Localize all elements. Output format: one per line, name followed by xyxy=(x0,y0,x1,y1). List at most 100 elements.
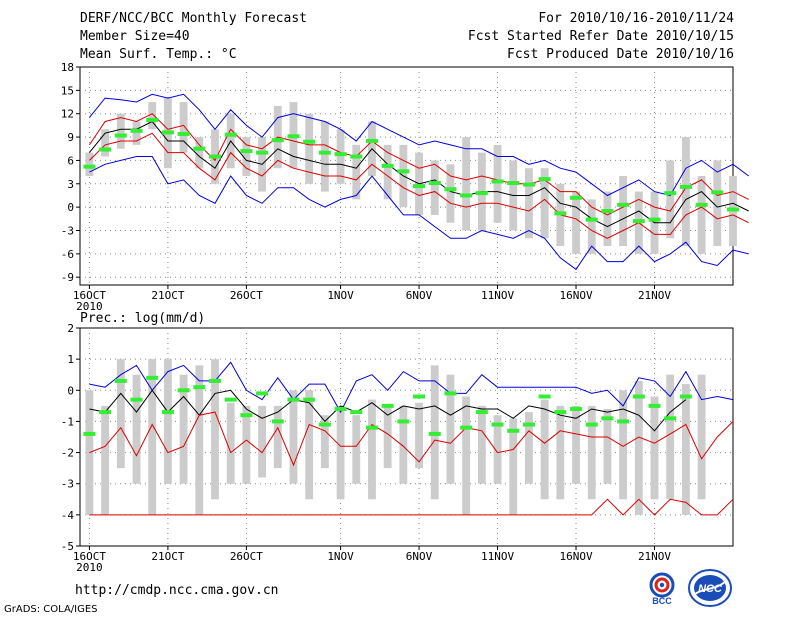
observed-marker xyxy=(193,385,206,390)
observed-marker xyxy=(570,195,583,200)
ensemble-box xyxy=(179,102,188,153)
series-min-line xyxy=(89,156,749,271)
y-tick-label: 15 xyxy=(61,84,74,97)
observed-marker xyxy=(193,146,206,151)
observed-marker xyxy=(350,154,363,159)
y-tick-label: 0 xyxy=(67,201,74,214)
observed-marker xyxy=(428,181,441,186)
observed-marker xyxy=(460,193,473,198)
ensemble-box xyxy=(587,199,596,254)
bcc-logo-text: BCC xyxy=(652,596,672,605)
ensemble-box xyxy=(320,415,329,469)
observed-marker xyxy=(99,147,112,152)
ensemble-box xyxy=(493,144,502,223)
observed-marker xyxy=(679,184,692,189)
ensemble-box xyxy=(619,390,628,500)
ensemble-box xyxy=(352,144,361,200)
observed-marker xyxy=(585,217,598,222)
observed-marker xyxy=(271,419,284,424)
panel-temperature: -9 -6 -3 0 3 6 9 12 15 18 16OCT 21OCT 26OCT 1NOV 6NOV 1… xyxy=(61,61,749,313)
ensemble-box xyxy=(132,374,141,484)
observed-marker xyxy=(350,410,363,415)
y-tick-label: 2 xyxy=(67,322,74,335)
observed-marker xyxy=(491,179,504,184)
ensemble-box xyxy=(305,390,314,500)
variable-label: Mean Surf. Temp.: °C xyxy=(80,47,237,62)
ensemble-box xyxy=(85,152,94,176)
x-tick-label: 26OCT xyxy=(230,550,263,563)
bcc-logo: BCC xyxy=(649,572,675,605)
ensemble-box xyxy=(211,359,219,500)
ensemble-box xyxy=(195,365,204,515)
x-tick-label: 21NOV xyxy=(638,289,671,302)
x-tick-label: 21OCT xyxy=(151,289,184,302)
observed-marker xyxy=(491,422,504,427)
y-tick-label: -9 xyxy=(61,271,74,284)
observed-marker xyxy=(711,190,724,195)
observed-marker xyxy=(303,139,316,144)
x-tick-label: 16NOV xyxy=(559,550,592,563)
ensemble-box xyxy=(242,405,251,484)
y-tick-label: 1 xyxy=(67,353,74,366)
ensemble-box xyxy=(289,390,298,484)
series-spread_high-line xyxy=(88,113,749,216)
ensemble-box xyxy=(352,415,361,484)
observed-marker xyxy=(397,169,410,174)
observed-marker xyxy=(146,375,159,380)
observed-marker xyxy=(256,150,269,155)
ensemble-box xyxy=(462,137,471,231)
x-tick-label: 26OCT xyxy=(230,289,263,302)
observed-marker xyxy=(240,413,253,418)
ensemble-box xyxy=(116,113,125,149)
observed-marker xyxy=(318,150,331,155)
observed-marker xyxy=(428,431,441,436)
ensemble-box xyxy=(540,399,549,500)
observed-marker xyxy=(224,132,237,137)
series-min-line xyxy=(89,498,734,516)
source-url[interactable]: http://cmdp.ncc.cma.gov.cn xyxy=(75,583,279,598)
y-tick-label: -3 xyxy=(61,225,74,238)
x-tick-label: 11NOV xyxy=(481,289,514,302)
ensemble-box xyxy=(148,102,157,130)
ensemble-box xyxy=(697,374,706,500)
observed-marker xyxy=(161,410,174,415)
ensemble-box xyxy=(336,129,345,184)
ensemble-box xyxy=(101,405,110,515)
observed-marker xyxy=(287,397,300,402)
observed-marker xyxy=(114,133,127,138)
panel-precipitation: -5 -4 -3 -2 -1 0 1 2 16OCT 21OCT 26OCT 1NOV 6NOV 11NO… xyxy=(61,311,734,574)
observed-marker xyxy=(460,425,473,430)
series-mean-line xyxy=(89,120,749,228)
ensemble-box xyxy=(179,374,188,484)
ensemble-box xyxy=(336,405,345,500)
precip-ylabel: Prec.: log(mm/d) xyxy=(80,311,205,326)
ensemble-box xyxy=(666,160,675,239)
observed-marker xyxy=(664,191,677,196)
series-mean-line xyxy=(89,389,687,432)
ensemble-box xyxy=(383,144,392,200)
ensemble-box xyxy=(634,380,643,515)
ensemble-box xyxy=(226,402,235,484)
y-tick-label: -2 xyxy=(61,447,74,460)
x-tick-label: 16NOV xyxy=(559,289,592,302)
year-label: 2010 xyxy=(76,561,103,574)
ensemble-box xyxy=(525,412,533,484)
ensemble-box xyxy=(681,384,690,515)
observed-marker xyxy=(365,138,378,143)
observed-marker xyxy=(570,406,583,411)
observed-marker xyxy=(381,163,394,168)
observed-marker xyxy=(287,134,300,139)
ensemble-box xyxy=(148,359,157,515)
ensemble-box xyxy=(477,405,486,484)
observed-marker xyxy=(679,394,692,399)
observed-marker xyxy=(601,416,614,421)
observed-marker xyxy=(695,202,708,207)
ensemble-box xyxy=(713,160,722,247)
ensemble-box xyxy=(572,191,580,254)
x-tick-label: 16OCT xyxy=(73,550,106,563)
ensemble-box xyxy=(430,160,439,215)
observed-marker xyxy=(632,219,645,224)
observed-marker xyxy=(208,378,221,383)
grads-credit: GrADS: COLA/IGES xyxy=(4,604,98,615)
